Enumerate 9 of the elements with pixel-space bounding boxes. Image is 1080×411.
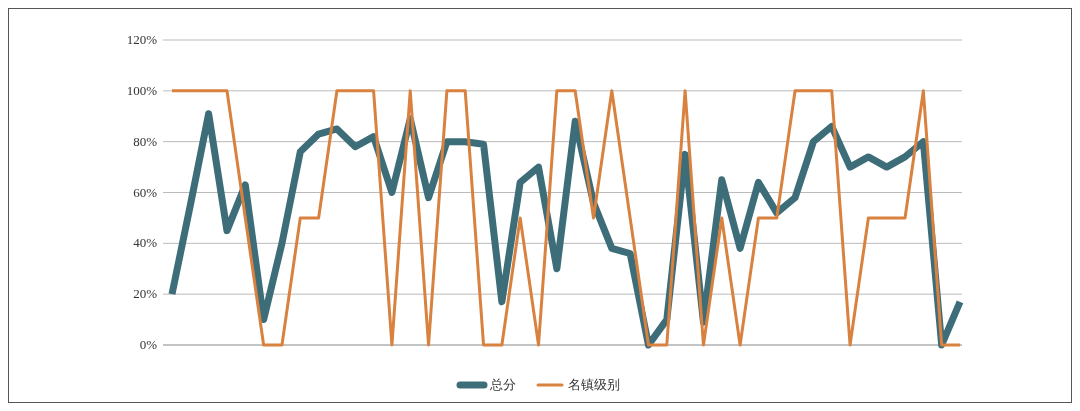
y-tick-label: 20% (133, 286, 158, 302)
y-tick-label: 80% (133, 133, 158, 149)
y-tick-label: 60% (133, 184, 158, 200)
y-tick-label: 120% (126, 32, 158, 47)
y-tick-label: 100% (126, 82, 158, 98)
legend-label: 总分 (489, 377, 516, 392)
y-tick-label: 40% (133, 235, 158, 251)
y-tick-label: 0% (139, 337, 158, 352)
legend-label: 名镇级别 (568, 377, 620, 392)
